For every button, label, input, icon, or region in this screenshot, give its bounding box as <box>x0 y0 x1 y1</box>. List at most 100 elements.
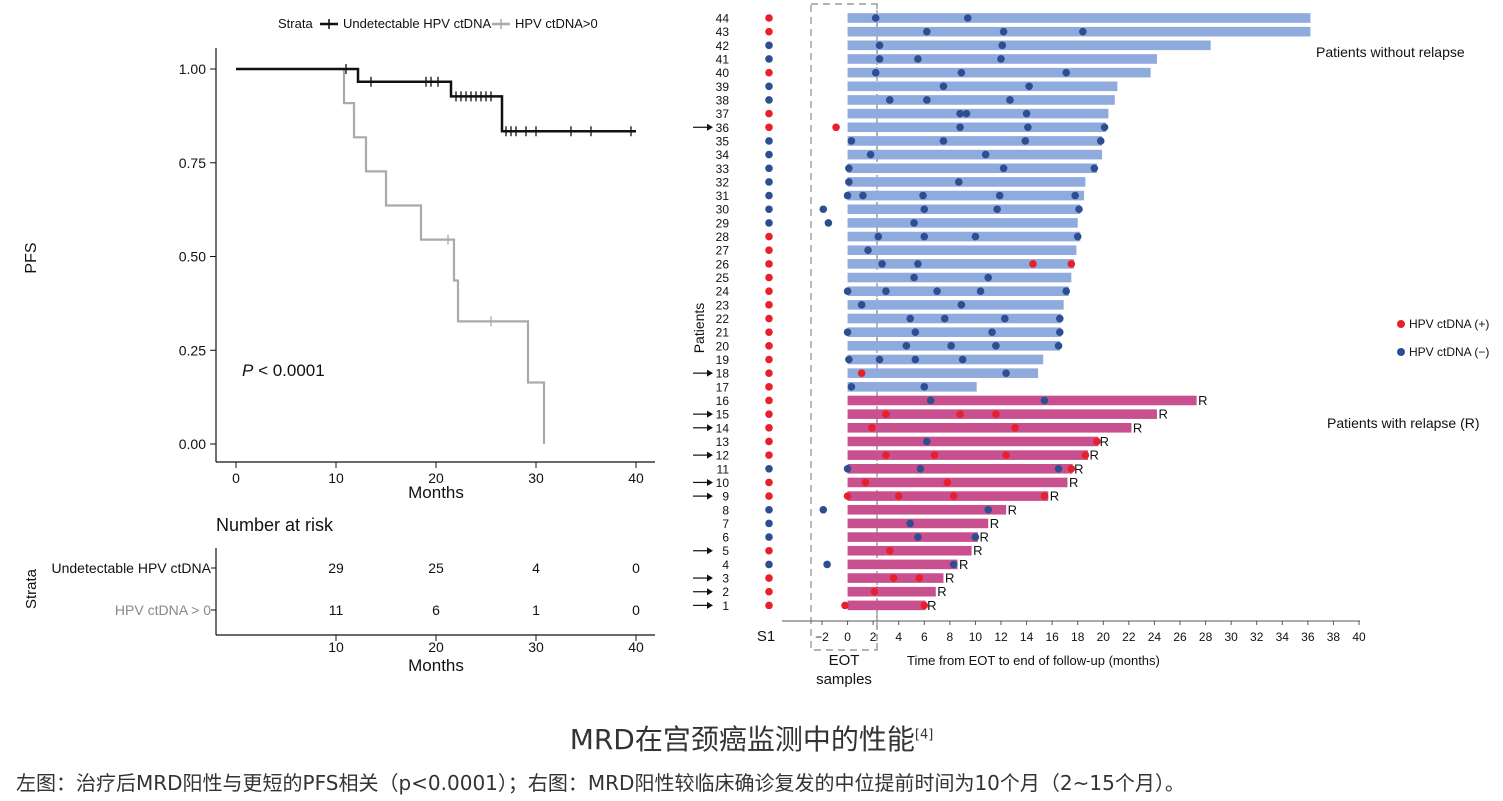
patient-id-label: 1 <box>722 599 729 613</box>
s1-sample-dot <box>765 396 773 405</box>
s1-sample-dot <box>765 27 773 36</box>
km-curve-undetectable <box>236 67 636 133</box>
patient-row: 18 <box>693 367 1039 381</box>
swimmer-x-tick-label: 28 <box>1199 630 1213 644</box>
patient-row: 17 <box>716 380 977 394</box>
km-y-tick-label: 1.00 <box>179 61 206 77</box>
risk-x-tick-label: 30 <box>528 639 544 655</box>
swimmer-x-tick-label: 8 <box>947 630 954 644</box>
patient-id-label: 31 <box>716 189 730 203</box>
ctdna-sample-dot <box>1054 464 1063 473</box>
patient-id-label: 9 <box>722 490 729 504</box>
ctdna-sample-dot <box>859 191 867 200</box>
ctdna-sample-dot <box>919 191 927 200</box>
patient-row: 31 <box>716 189 1085 203</box>
follow-up-bar <box>847 395 1197 406</box>
km-y-tick-label: 0.00 <box>179 436 206 452</box>
s1-sample-dot <box>765 464 773 473</box>
legend-positive-dot <box>1397 320 1405 328</box>
relapse-marker: R <box>1133 420 1142 435</box>
ctdna-sample-dot <box>894 492 903 500</box>
follow-up-bar <box>847 300 1064 310</box>
ctdna-sample-dot <box>1001 314 1009 323</box>
caption-title-text: MRD在宫颈癌监测中的性能 <box>569 723 915 756</box>
caption-text: 左图：治疗后MRD阳性与更短的PFS相关（p<0.0001）；右图：MRD阳性较… <box>16 771 1185 795</box>
patient-id-label: 41 <box>716 52 730 66</box>
follow-up-bar <box>847 259 1074 269</box>
swimmer-x-tick-label: 40 <box>1352 630 1366 644</box>
lead-time-arrowhead <box>707 574 713 582</box>
ctdna-sample-dot <box>843 492 852 500</box>
follow-up-bar <box>847 218 1078 228</box>
ctdna-sample-dot <box>988 328 996 336</box>
follow-up-bar <box>847 122 1106 133</box>
ctdna-sample-dot <box>882 287 890 296</box>
km-panel: Strata Undetectable HPV ctDNA HPV ctDNA>… <box>0 0 670 690</box>
patient-id-label: 12 <box>716 449 730 463</box>
caption-ref: [4] <box>914 727 934 743</box>
km-curve-positive <box>236 67 546 444</box>
follow-up-bar <box>847 286 1069 296</box>
relapse-marker: R <box>1069 475 1078 490</box>
follow-up-bar <box>847 354 1044 365</box>
lead-time-arrowhead <box>707 369 713 377</box>
ctdna-sample-dot <box>1022 109 1031 118</box>
ctdna-sample-dot <box>923 96 931 104</box>
follow-up-bar <box>847 491 1049 501</box>
swimmer-panel: Patients 44 43 42 41 40 39 38 37 36 35 34 33 32 31 30 2… <box>670 0 1503 700</box>
swimmer-y-label: Patients <box>691 303 707 354</box>
eot-samples-box <box>810 3 878 651</box>
s1-sample-dot <box>765 164 773 173</box>
ctdna-sample-dot <box>939 82 948 91</box>
swimmer-x-tick-label: 18 <box>1071 630 1085 644</box>
ctdna-sample-dot <box>819 505 828 514</box>
legend-label-undetectable: Undetectable HPV ctDNA <box>343 16 491 31</box>
ctdna-sample-dot <box>920 205 929 214</box>
patient-row: 16 R <box>716 393 1208 408</box>
legend-negative-dot <box>1397 348 1405 356</box>
ctdna-sample-dot <box>930 451 939 459</box>
ctdna-sample-dot <box>963 14 972 22</box>
ctdna-sample-dot <box>923 27 931 36</box>
eot-samples-label: samples <box>816 671 872 688</box>
follow-up-bar <box>847 108 1109 119</box>
km-y-tick-label: 0.50 <box>179 249 206 265</box>
patient-row: 28 <box>716 230 1082 244</box>
ctdna-sample-dot <box>910 219 918 227</box>
ctdna-sample-dot <box>885 96 894 104</box>
follow-up-bar <box>847 368 1039 378</box>
ctdna-sample-dot <box>875 41 884 50</box>
follow-up-bar <box>847 463 1073 474</box>
ctdna-sample-dot <box>1021 137 1030 145</box>
ctdna-sample-dot <box>1024 123 1032 132</box>
ctdna-sample-dot <box>939 137 948 145</box>
patient-row: 44 <box>716 12 1311 26</box>
ctdna-sample-dot <box>920 601 929 610</box>
ctdna-sample-dot <box>1056 314 1064 323</box>
ctdna-sample-dot <box>995 191 1004 200</box>
legend-positive-label: HPV ctDNA (+) <box>1409 317 1489 331</box>
ctdna-sample-dot <box>981 150 990 159</box>
s1-sample-dot <box>765 601 773 610</box>
risk-value: 11 <box>329 602 344 618</box>
ctdna-sample-dot <box>920 383 929 391</box>
patient-id-label: 21 <box>716 326 730 340</box>
s1-sample-dot <box>765 355 773 364</box>
ctdna-sample-dot <box>857 301 866 309</box>
p-label: P <box>242 361 254 380</box>
km-x-tick-label: 10 <box>328 470 344 486</box>
follow-up-bar <box>847 231 1081 242</box>
ctdna-sample-dot <box>870 587 879 596</box>
patient-row: 37 <box>716 107 1109 121</box>
p-value-annotation: P < 0.0001 <box>242 361 325 380</box>
swimmer-x-tick-label: −2 <box>815 630 829 644</box>
ctdna-sample-dot <box>1040 396 1049 405</box>
patient-id-label: 3 <box>722 572 729 586</box>
s1-sample-dot <box>765 137 773 145</box>
s1-sample-dot <box>765 41 773 50</box>
ctdna-sample-dot <box>824 219 833 227</box>
ctdna-sample-dot <box>875 355 884 364</box>
follow-up-bar <box>847 136 1103 146</box>
